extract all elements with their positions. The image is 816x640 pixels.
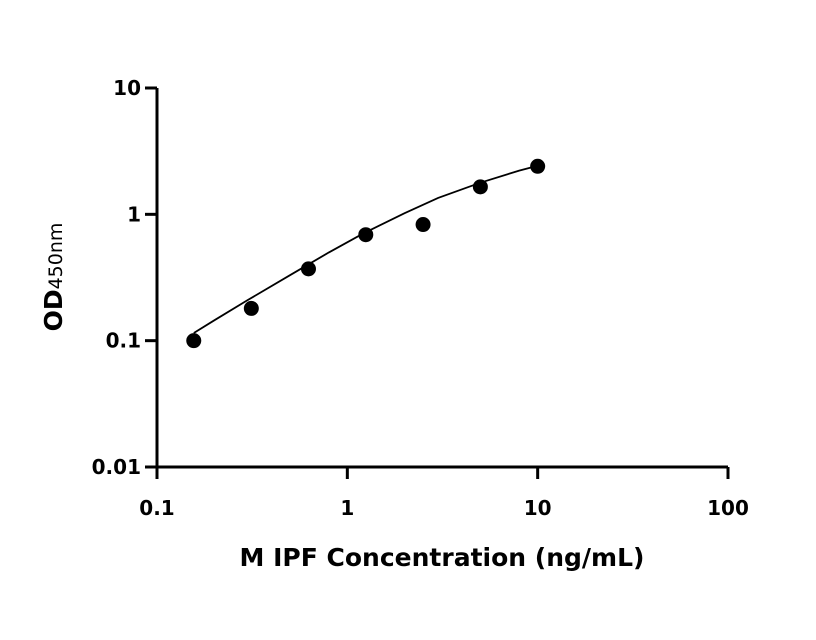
y-axis-title-main: OD	[39, 289, 68, 331]
data-point	[186, 333, 202, 349]
y-axis-title: OD450nm	[39, 223, 68, 332]
data-points	[186, 158, 546, 349]
data-point	[243, 300, 259, 316]
axes	[155, 88, 728, 469]
x-ticks: 0.1 1 10 100	[139, 467, 749, 520]
data-point	[415, 217, 431, 233]
x-tick-label: 100	[707, 496, 749, 520]
y-ticks: 0.01 0.1 1 10	[92, 76, 157, 479]
data-point	[472, 179, 488, 195]
x-tick-label: 10	[524, 496, 552, 520]
x-axis-title: M IPF Concentration (ng/mL)	[240, 543, 645, 572]
y-tick-label: 1	[127, 202, 141, 226]
data-point	[300, 261, 316, 277]
data-point	[530, 158, 546, 174]
data-point	[358, 227, 374, 243]
x-tick-label: 0.1	[139, 496, 174, 520]
x-tick-label: 1	[340, 496, 354, 520]
y-tick-label: 0.1	[106, 329, 141, 353]
y-tick-label: 10	[113, 76, 141, 100]
y-tick-label: 0.01	[92, 455, 141, 479]
y-axis-title-subscript: 450nm	[45, 223, 67, 290]
